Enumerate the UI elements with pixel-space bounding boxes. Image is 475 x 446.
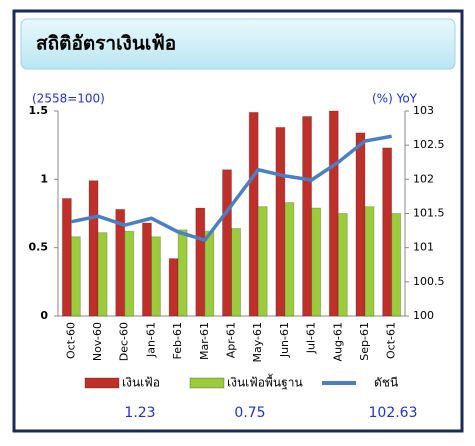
bar (302, 115, 313, 317)
bar (124, 230, 135, 317)
x-tick-label: May-61 (251, 322, 264, 363)
y2-axis-label: (%) YoY (372, 92, 418, 106)
y-axis-label: (2558=100) (32, 92, 105, 106)
y2-tick-label: 100.5 (413, 275, 445, 288)
bar (231, 228, 241, 317)
legend-label: เงินเฟ้อพื้นฐาน (227, 374, 303, 390)
bar (382, 147, 393, 317)
legend-swatch (84, 377, 120, 389)
bar (168, 258, 179, 317)
bar (248, 111, 259, 317)
bar (364, 206, 375, 317)
x-tick-label: Oct-60 (64, 322, 77, 359)
y-tick-label: 0 (40, 309, 48, 322)
y2-tick-label: 100 (413, 309, 434, 322)
bar (275, 126, 286, 317)
y2-tick-label: 102.5 (413, 138, 445, 151)
x-tick-label: Nov-60 (91, 322, 104, 361)
legend-swatch (189, 377, 225, 389)
bar (195, 207, 206, 317)
bar (97, 232, 108, 317)
x-tick-label: Dec-60 (118, 322, 131, 361)
x-tick-label: Oct-61 (385, 322, 398, 359)
y2-tick-label: 102 (413, 172, 434, 185)
bar (88, 180, 99, 317)
bar (355, 132, 366, 317)
bar (141, 222, 152, 317)
y2-tick-label: 101 (413, 241, 434, 254)
x-tick-label: Aug-61 (331, 322, 344, 361)
x-tick-label: Jan-61 (144, 322, 157, 358)
x-tick-label: Feb-61 (171, 322, 184, 359)
y-tick-label: 1 (40, 172, 48, 185)
chart-title: สถิติอัตราเงินเฟ้อ (36, 33, 176, 55)
y-tick-label: 1.5 (29, 104, 49, 117)
y2-tick-label: 103 (413, 104, 434, 117)
latest-value: 1.23 (124, 405, 155, 421)
x-tick-label: Mar-61 (198, 322, 211, 360)
legend-label: ดัชนี (374, 376, 398, 390)
bar (284, 202, 295, 317)
bar (204, 230, 215, 317)
x-tick-label: Apr-61 (225, 322, 238, 358)
x-tick-label: Jul-61 (305, 322, 318, 354)
x-tick-label: Sep-61 (358, 322, 371, 361)
bar (257, 206, 268, 317)
bar (61, 197, 72, 317)
bar (391, 213, 402, 317)
y-tick-label: 0.5 (29, 241, 49, 254)
bar (337, 213, 348, 317)
x-tick-label: Jun-61 (278, 322, 291, 358)
bar (150, 236, 161, 317)
latest-value: 0.75 (234, 405, 265, 421)
bar (70, 236, 81, 317)
bar (222, 169, 232, 317)
header (20, 18, 456, 70)
y2-tick-label: 101.5 (413, 207, 445, 220)
bar (328, 110, 339, 317)
latest-value: 102.63 (369, 405, 418, 421)
legend-label: เงินเฟ้อ (122, 376, 160, 390)
line (70, 134, 392, 243)
bar (311, 207, 322, 317)
bar (177, 229, 188, 317)
